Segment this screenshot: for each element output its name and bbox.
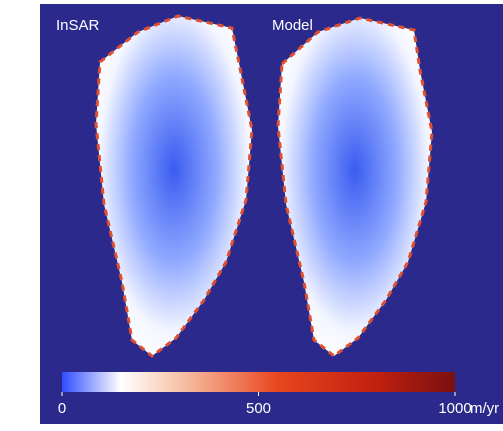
page: InSAR Model 05001000m/yr (() => { const … (0, 0, 503, 431)
panel-label: Model (272, 17, 313, 34)
figure: InSAR Model 0 500 1000m/yr (0, 0, 503, 431)
tick-label: 1000 (438, 400, 471, 417)
tick-label: 0 (58, 400, 66, 417)
panel-label: InSAR (56, 17, 100, 34)
colorbar-unit: m/yr (470, 400, 499, 417)
tick-label: 500 (246, 400, 271, 417)
colorbar (62, 372, 455, 392)
